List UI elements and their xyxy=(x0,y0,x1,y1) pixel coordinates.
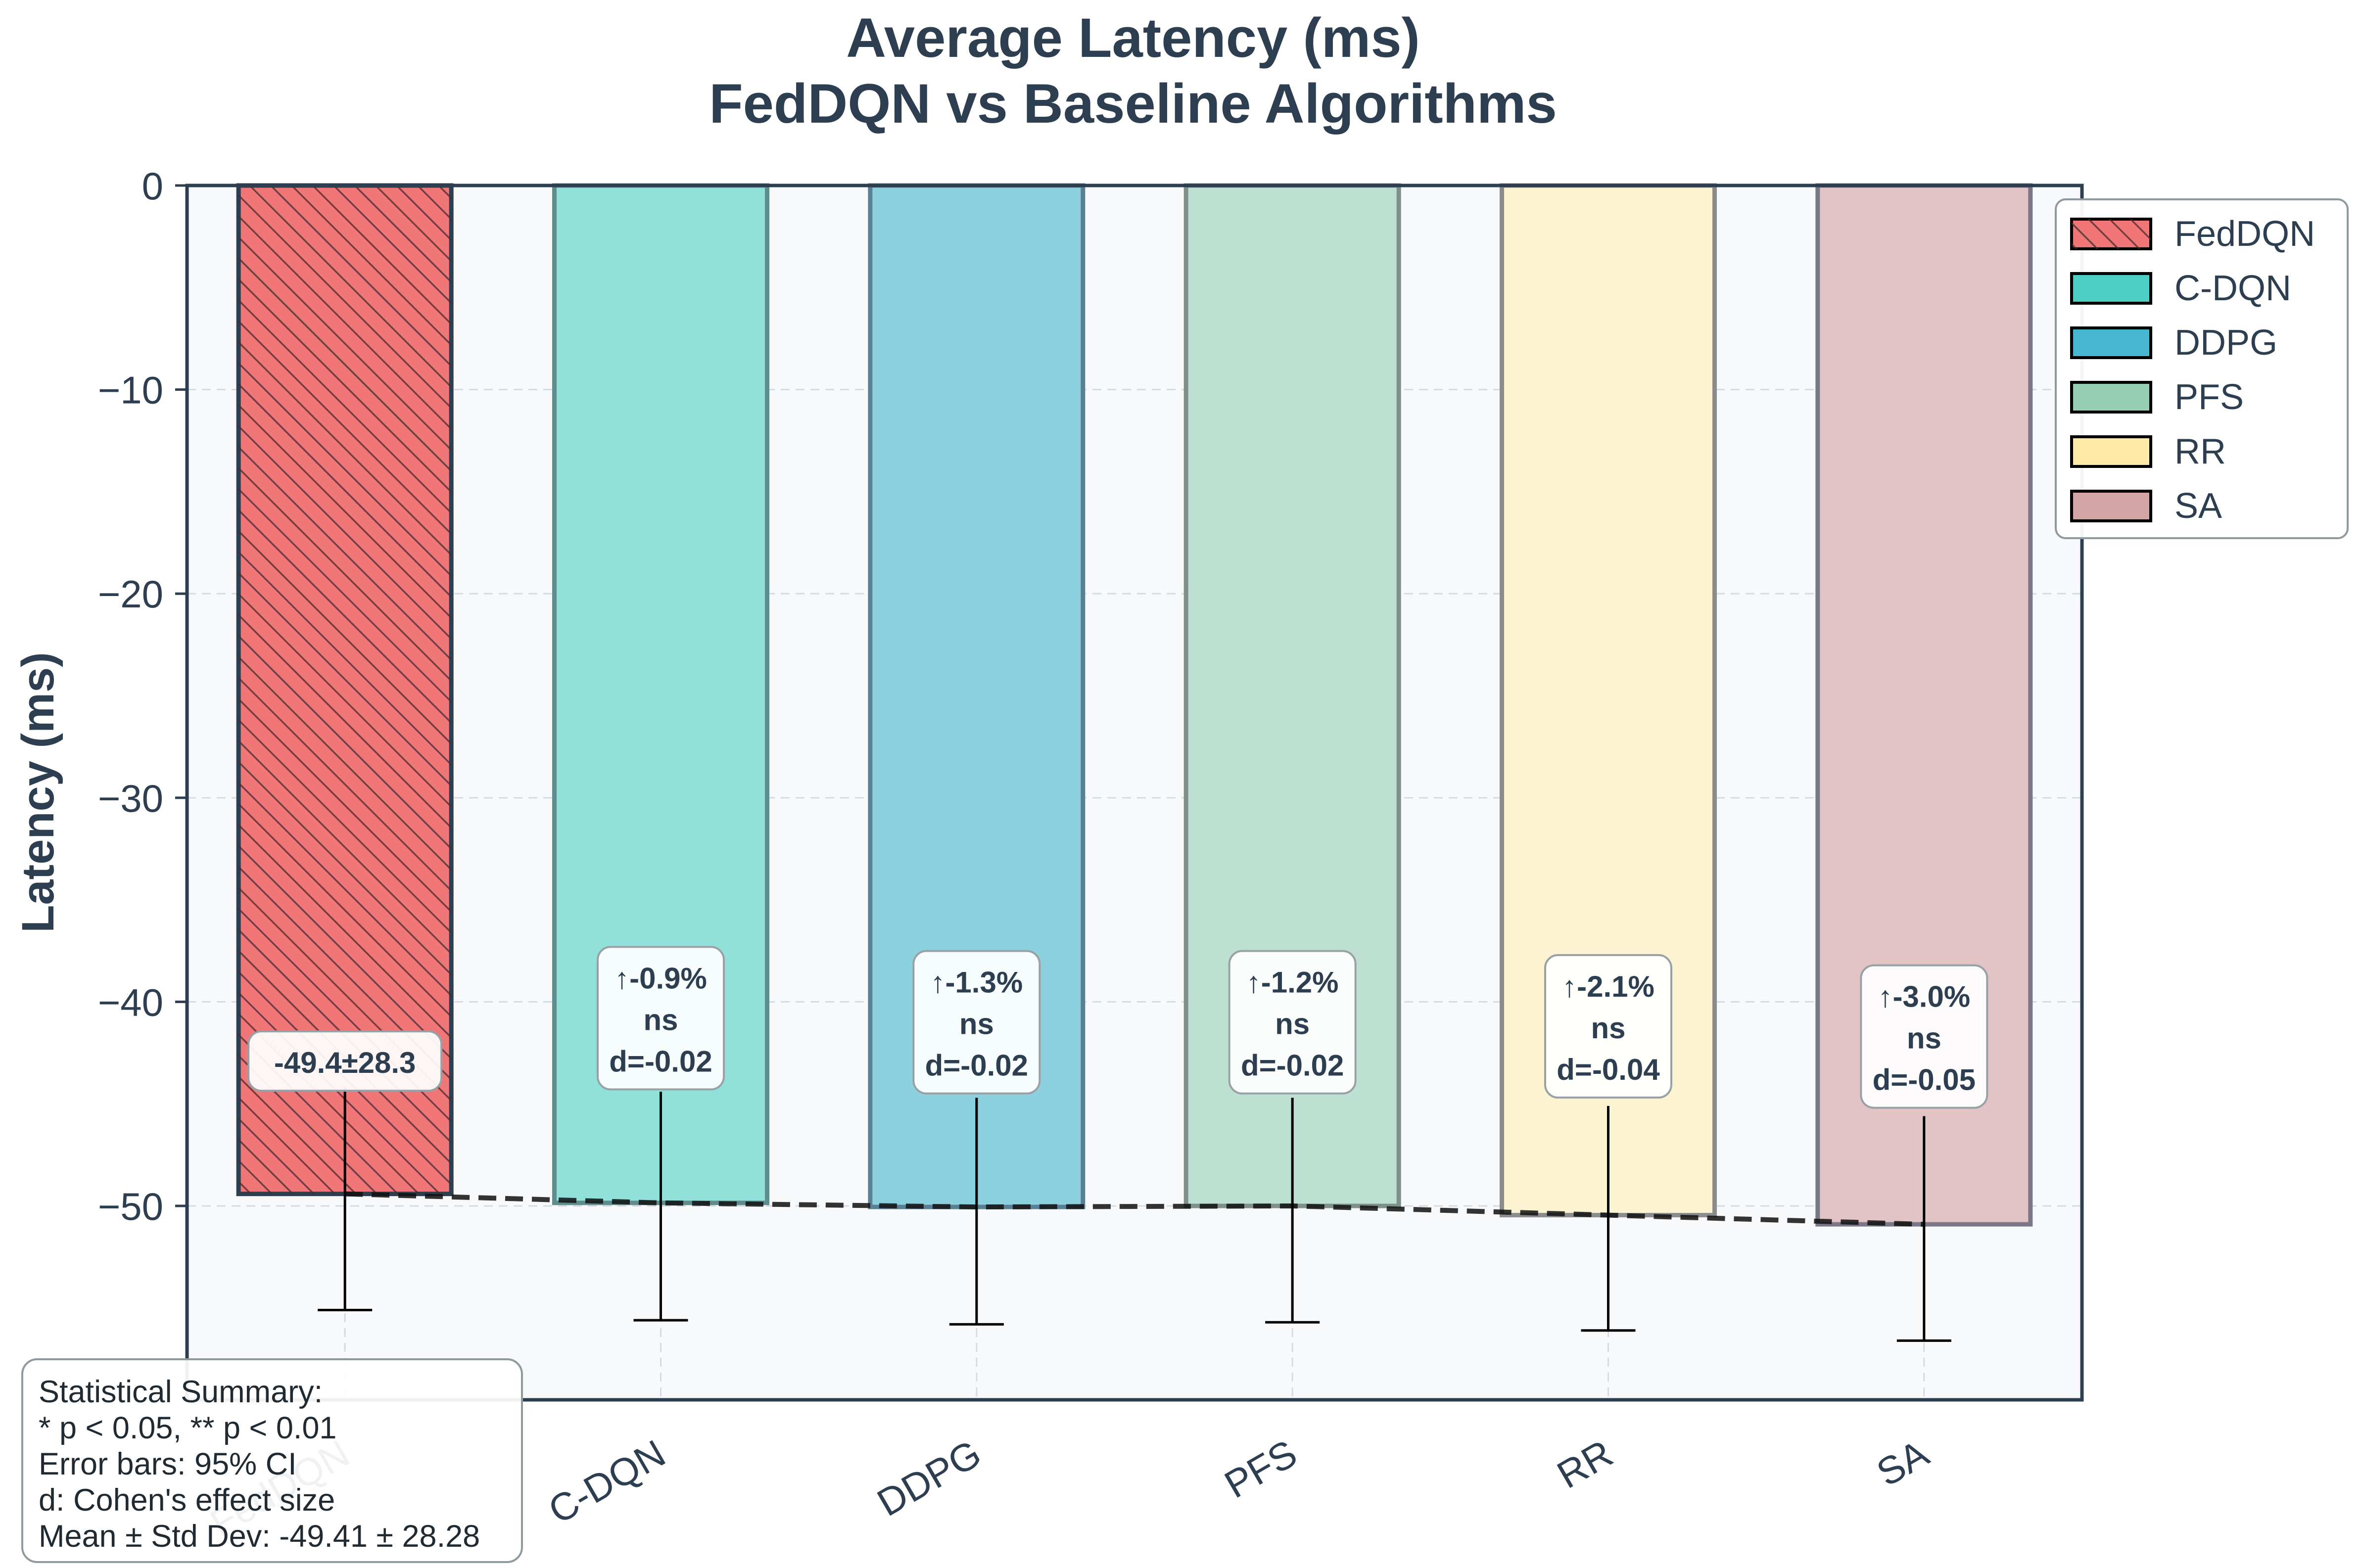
trend-line xyxy=(345,1191,1924,1227)
annotation-text: ↑-1.3% xyxy=(930,966,1023,999)
statistical-summary-box: Statistical Summary:* p < 0.05, ** p < 0… xyxy=(21,1358,523,1563)
y-tick-label: −20 xyxy=(98,572,163,616)
y-tick-label: −50 xyxy=(98,1185,163,1228)
annotation-text: ns xyxy=(959,1008,994,1041)
legend-label: C-DQN xyxy=(2174,269,2291,308)
annotation-box xyxy=(1860,964,1988,1109)
summary-box-frame xyxy=(21,1358,523,1563)
y-tick-label: −40 xyxy=(98,980,163,1024)
summary-line: d: Cohen's effect size xyxy=(39,1483,335,1518)
annotation-text: d=-0.02 xyxy=(609,1045,712,1078)
y-tick-label: −10 xyxy=(98,369,163,412)
legend-swatch xyxy=(2070,381,2152,414)
legend-label: SA xyxy=(2174,486,2222,526)
bar xyxy=(1815,183,2033,1227)
bars xyxy=(236,183,2033,1227)
annotation-text: d=-0.02 xyxy=(925,1049,1028,1082)
annotation-box xyxy=(912,950,1041,1095)
legend-swatch xyxy=(2070,326,2152,359)
annotation-text: ↑-2.1% xyxy=(1562,970,1654,1003)
legend-swatch xyxy=(2070,490,2152,522)
error-bars xyxy=(318,1087,1951,1342)
plot-frame xyxy=(185,184,2084,1402)
legend-label: PFS xyxy=(2174,377,2244,417)
annotation-box xyxy=(1228,950,1357,1095)
y-tick-label: 0 xyxy=(142,164,163,208)
trend-line-path xyxy=(345,1191,1924,1227)
legend: FedDQN C-DQN DDPG PFS RR SA xyxy=(2055,198,2349,539)
summary-line: * p < 0.05, ** p < 0.01 xyxy=(39,1411,336,1445)
annotation-text: -49.4±28.3 xyxy=(274,1046,416,1079)
legend-swatch xyxy=(2070,435,2152,468)
summary-line: Mean ± Std Dev: -49.41 ± 28.28 xyxy=(39,1519,480,1554)
bar-annotations: -49.4±28.3 ↑-0.9% ns d=-0.02 ↑-1.3% ns d=-0.02… xyxy=(247,946,1988,1109)
summary-line: Error bars: 95% CI xyxy=(39,1447,297,1481)
annotation-box xyxy=(597,946,725,1091)
legend-swatch-hatch xyxy=(2072,219,2151,249)
summary-line: Statistical Summary: xyxy=(39,1375,323,1409)
legend-swatch xyxy=(2070,272,2152,305)
plot-area xyxy=(187,185,2082,1400)
bar-hatch xyxy=(238,185,452,1194)
annotation-text: d=-0.02 xyxy=(1241,1049,1344,1082)
annotation-text: ns xyxy=(1907,1022,1941,1055)
annotation-text: ↑-0.9% xyxy=(614,962,707,995)
chart-title: Average Latency (ms) xyxy=(846,7,1420,69)
legend-label: DDPG xyxy=(2174,323,2277,363)
annotation-text: d=-0.04 xyxy=(1557,1053,1660,1086)
annotation-text: ↑-1.2% xyxy=(1246,966,1339,999)
y-axis: 0 −10 −20 −30 −40 −50 xyxy=(98,164,187,1228)
annotation-text: ns xyxy=(1275,1008,1310,1041)
legend-label: FedDQN xyxy=(2174,214,2315,254)
annotation-box xyxy=(247,1030,443,1092)
chart-subtitle: FedDQN vs Baseline Algorithms xyxy=(709,73,1557,135)
annotation-box xyxy=(1544,954,1672,1099)
annotation-text: ns xyxy=(643,1003,678,1036)
y-tick-label: −30 xyxy=(98,777,163,820)
annotation-text: ↑-3.0% xyxy=(1878,980,1970,1014)
y-axis-label: Latency (ms) xyxy=(13,652,63,933)
x-tick-label: PFS xyxy=(1217,1431,1304,1507)
x-tick-label: DDPG xyxy=(870,1431,988,1525)
x-tick-label: C-DQN xyxy=(541,1431,672,1532)
legend-label: RR xyxy=(2174,432,2226,471)
x-tick-label: RR xyxy=(1550,1431,1620,1497)
annotation-text: d=-0.05 xyxy=(1873,1063,1976,1097)
annotation-text: ns xyxy=(1591,1012,1625,1045)
x-tick-label: SA xyxy=(1869,1431,1936,1495)
